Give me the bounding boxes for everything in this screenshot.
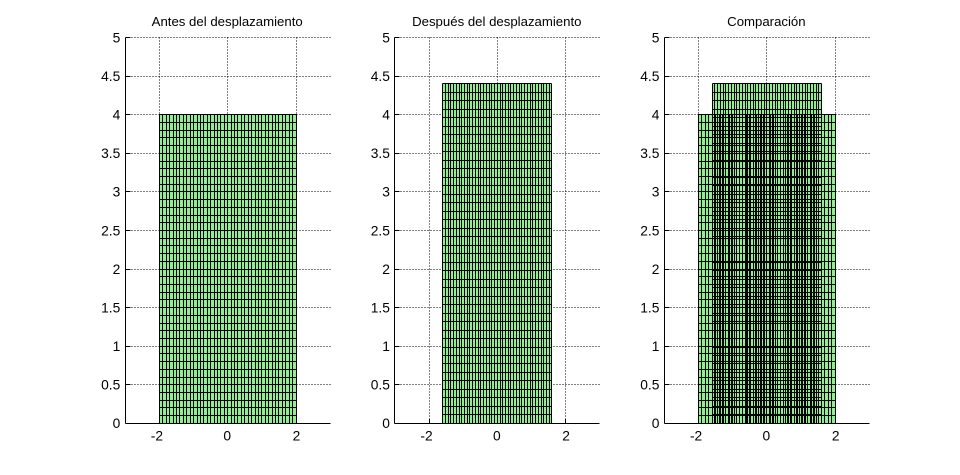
- svg-text:0: 0: [493, 429, 501, 444]
- svg-text:4.5: 4.5: [101, 69, 121, 84]
- svg-text:2.5: 2.5: [371, 223, 391, 238]
- svg-text:Antes del desplazamiento: Antes del desplazamiento: [152, 14, 303, 29]
- svg-text:-2: -2: [690, 429, 702, 444]
- svg-text:2: 2: [652, 262, 660, 277]
- svg-text:1: 1: [382, 339, 390, 354]
- svg-text:0: 0: [763, 429, 771, 444]
- svg-text:5: 5: [382, 30, 390, 45]
- svg-text:4.5: 4.5: [640, 69, 660, 84]
- svg-text:5: 5: [113, 30, 121, 45]
- svg-text:0.5: 0.5: [371, 378, 391, 393]
- svg-text:0: 0: [652, 416, 660, 431]
- svg-text:0: 0: [382, 416, 390, 431]
- svg-text:5: 5: [652, 30, 660, 45]
- svg-text:0.5: 0.5: [101, 378, 121, 393]
- svg-text:4: 4: [113, 108, 121, 123]
- svg-text:3: 3: [382, 185, 390, 200]
- svg-text:3.5: 3.5: [640, 146, 660, 161]
- svg-text:3.5: 3.5: [371, 146, 391, 161]
- svg-text:4: 4: [382, 108, 390, 123]
- svg-text:2: 2: [382, 262, 390, 277]
- svg-text:1.5: 1.5: [640, 301, 660, 316]
- svg-text:3: 3: [113, 185, 121, 200]
- svg-text:3.5: 3.5: [101, 146, 121, 161]
- svg-text:0: 0: [113, 416, 121, 431]
- svg-text:0.5: 0.5: [640, 378, 660, 393]
- svg-text:2: 2: [562, 429, 570, 444]
- svg-text:1: 1: [113, 339, 121, 354]
- svg-text:1.5: 1.5: [101, 301, 121, 316]
- svg-text:2: 2: [832, 429, 840, 444]
- svg-text:3: 3: [652, 185, 660, 200]
- svg-text:2.5: 2.5: [640, 223, 660, 238]
- svg-text:1: 1: [652, 339, 660, 354]
- svg-text:-2: -2: [420, 429, 432, 444]
- svg-text:Después del desplazamiento: Después del desplazamiento: [412, 14, 581, 29]
- svg-text:1.5: 1.5: [371, 301, 391, 316]
- svg-text:4: 4: [652, 108, 660, 123]
- svg-text:Comparación: Comparación: [727, 14, 805, 29]
- svg-text:2: 2: [293, 429, 301, 444]
- svg-text:0: 0: [223, 429, 231, 444]
- svg-text:2: 2: [113, 262, 121, 277]
- svg-text:4.5: 4.5: [371, 69, 391, 84]
- svg-text:2.5: 2.5: [101, 223, 121, 238]
- svg-text:-2: -2: [151, 429, 163, 444]
